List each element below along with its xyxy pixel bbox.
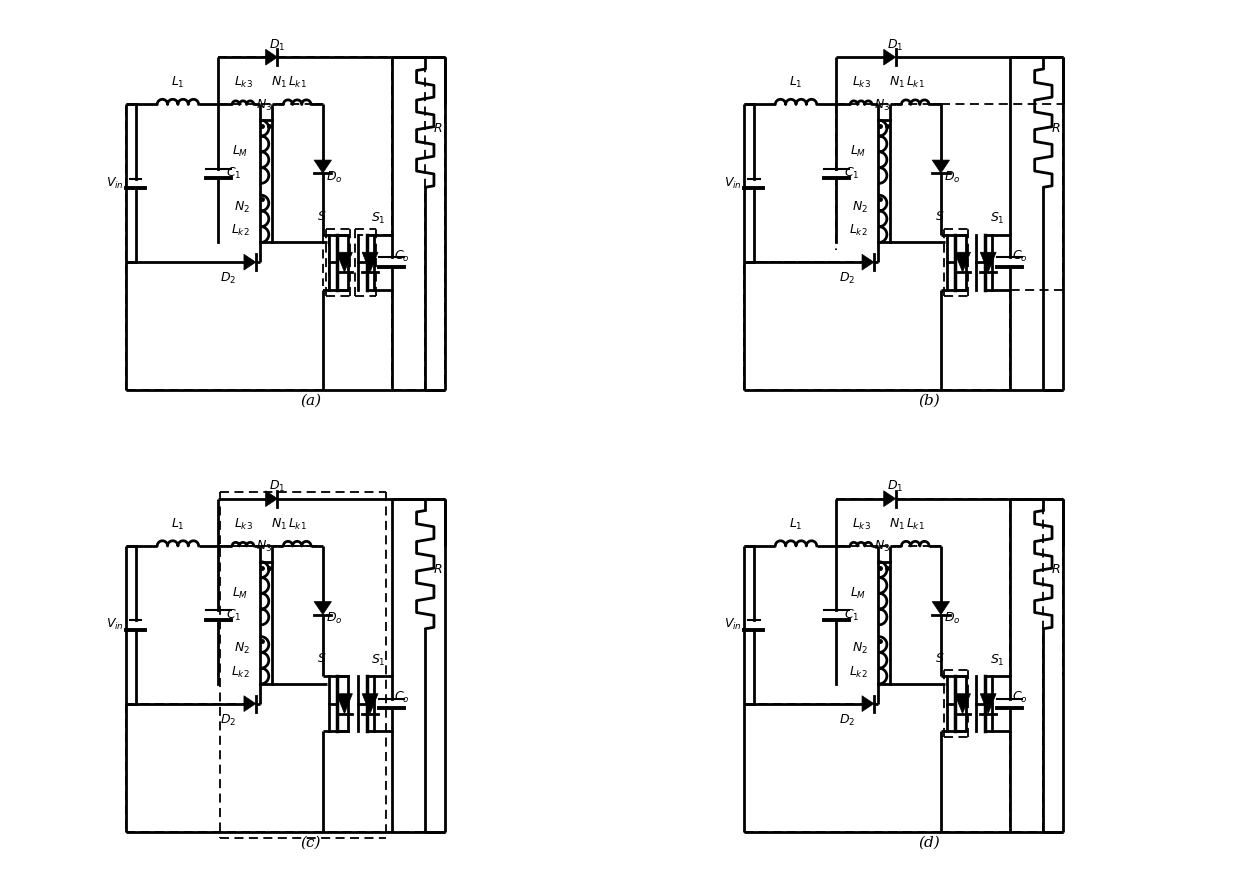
- Text: $L_{k1}$: $L_{k1}$: [906, 76, 925, 91]
- Text: $C_o$: $C_o$: [394, 249, 409, 264]
- Text: $S$: $S$: [317, 652, 326, 665]
- Text: $L_{k2}$: $L_{k2}$: [231, 665, 249, 680]
- Text: $N_1$: $N_1$: [272, 517, 288, 532]
- Text: $N_2$: $N_2$: [852, 641, 868, 656]
- Text: $S$: $S$: [935, 211, 945, 223]
- Text: $L_1$: $L_1$: [171, 76, 185, 91]
- Text: $C_1$: $C_1$: [226, 607, 241, 622]
- Text: $R$: $R$: [1052, 563, 1060, 576]
- Text: $N_2$: $N_2$: [234, 641, 249, 656]
- Text: $V_{in}$: $V_{in}$: [105, 176, 124, 191]
- Text: $N_1$: $N_1$: [272, 76, 288, 91]
- Text: $L_{k3}$: $L_{k3}$: [852, 76, 870, 91]
- Text: $V_{in}$: $V_{in}$: [724, 176, 742, 191]
- Text: $L_{k1}$: $L_{k1}$: [906, 517, 925, 532]
- Text: $R$: $R$: [433, 122, 443, 134]
- Text: $N_2$: $N_2$: [234, 199, 249, 214]
- Text: (b): (b): [918, 394, 940, 408]
- Text: $L_M$: $L_M$: [232, 586, 248, 601]
- Text: $C_o$: $C_o$: [1012, 690, 1028, 705]
- Text: $L_{k2}$: $L_{k2}$: [849, 665, 868, 680]
- Polygon shape: [932, 602, 950, 614]
- Polygon shape: [265, 491, 278, 507]
- Text: $L_{k3}$: $L_{k3}$: [233, 517, 253, 532]
- Text: $R$: $R$: [1052, 122, 1060, 134]
- Polygon shape: [955, 693, 971, 714]
- Text: $N_3$: $N_3$: [257, 98, 273, 113]
- Text: $D_1$: $D_1$: [888, 479, 904, 494]
- Text: $D_o$: $D_o$: [326, 170, 343, 185]
- Text: $S_1$: $S_1$: [372, 212, 386, 227]
- Text: $C_o$: $C_o$: [1012, 249, 1028, 264]
- Text: $V_{in}$: $V_{in}$: [105, 617, 124, 632]
- Text: $L_{k1}$: $L_{k1}$: [288, 517, 306, 532]
- Text: $N_2$: $N_2$: [852, 199, 868, 214]
- Polygon shape: [336, 693, 352, 714]
- Text: $N_1$: $N_1$: [889, 517, 905, 532]
- Text: $N_1$: $N_1$: [889, 76, 905, 91]
- Text: $V_{in}$: $V_{in}$: [724, 617, 742, 632]
- Polygon shape: [336, 252, 352, 272]
- Text: $L_{k3}$: $L_{k3}$: [852, 517, 870, 532]
- Text: $L_M$: $L_M$: [232, 144, 248, 159]
- Text: $C_1$: $C_1$: [843, 166, 859, 181]
- Polygon shape: [981, 252, 996, 272]
- Text: $S$: $S$: [935, 652, 945, 665]
- Polygon shape: [244, 696, 255, 711]
- Polygon shape: [314, 602, 331, 614]
- Text: $C_o$: $C_o$: [394, 690, 409, 705]
- Polygon shape: [955, 252, 971, 272]
- Polygon shape: [362, 252, 378, 272]
- Text: $S_1$: $S_1$: [372, 653, 386, 668]
- Polygon shape: [362, 693, 378, 714]
- Text: (c): (c): [301, 836, 321, 850]
- Text: $R$: $R$: [433, 563, 443, 576]
- Text: $S$: $S$: [317, 211, 326, 223]
- Text: $L_M$: $L_M$: [849, 586, 866, 601]
- Text: $L_1$: $L_1$: [171, 517, 185, 532]
- Polygon shape: [932, 160, 950, 173]
- Text: $L_1$: $L_1$: [789, 517, 802, 532]
- Text: $D_2$: $D_2$: [838, 271, 854, 286]
- Text: $D_1$: $D_1$: [269, 479, 285, 494]
- Text: $S_1$: $S_1$: [990, 653, 1004, 668]
- Text: $N_3$: $N_3$: [874, 540, 890, 555]
- Text: $D_o$: $D_o$: [326, 612, 343, 627]
- Text: $D_1$: $D_1$: [888, 38, 904, 53]
- Text: $D_2$: $D_2$: [221, 713, 237, 728]
- Polygon shape: [884, 491, 895, 507]
- Text: $D_o$: $D_o$: [945, 170, 961, 185]
- Text: $S_1$: $S_1$: [990, 212, 1004, 227]
- Text: $D_2$: $D_2$: [838, 713, 854, 728]
- Text: $D_1$: $D_1$: [269, 38, 285, 53]
- Text: $L_{k1}$: $L_{k1}$: [288, 76, 306, 91]
- Text: $L_1$: $L_1$: [789, 76, 802, 91]
- Text: $C_1$: $C_1$: [843, 607, 859, 622]
- Text: $L_M$: $L_M$: [849, 144, 866, 159]
- Polygon shape: [244, 254, 255, 270]
- Text: $L_{k2}$: $L_{k2}$: [231, 223, 249, 238]
- Polygon shape: [884, 49, 895, 65]
- Polygon shape: [981, 693, 996, 714]
- Text: $C_1$: $C_1$: [226, 166, 241, 181]
- Polygon shape: [314, 160, 331, 173]
- Text: $D_2$: $D_2$: [221, 271, 237, 286]
- Text: $N_3$: $N_3$: [874, 98, 890, 113]
- Text: $L_{k2}$: $L_{k2}$: [849, 223, 868, 238]
- Polygon shape: [265, 49, 278, 65]
- Polygon shape: [862, 696, 874, 711]
- Polygon shape: [862, 254, 874, 270]
- Text: (a): (a): [300, 394, 321, 408]
- Text: (d): (d): [918, 836, 940, 850]
- Text: $L_{k3}$: $L_{k3}$: [233, 76, 253, 91]
- Text: $N_3$: $N_3$: [257, 540, 273, 555]
- Text: $D_o$: $D_o$: [945, 612, 961, 627]
